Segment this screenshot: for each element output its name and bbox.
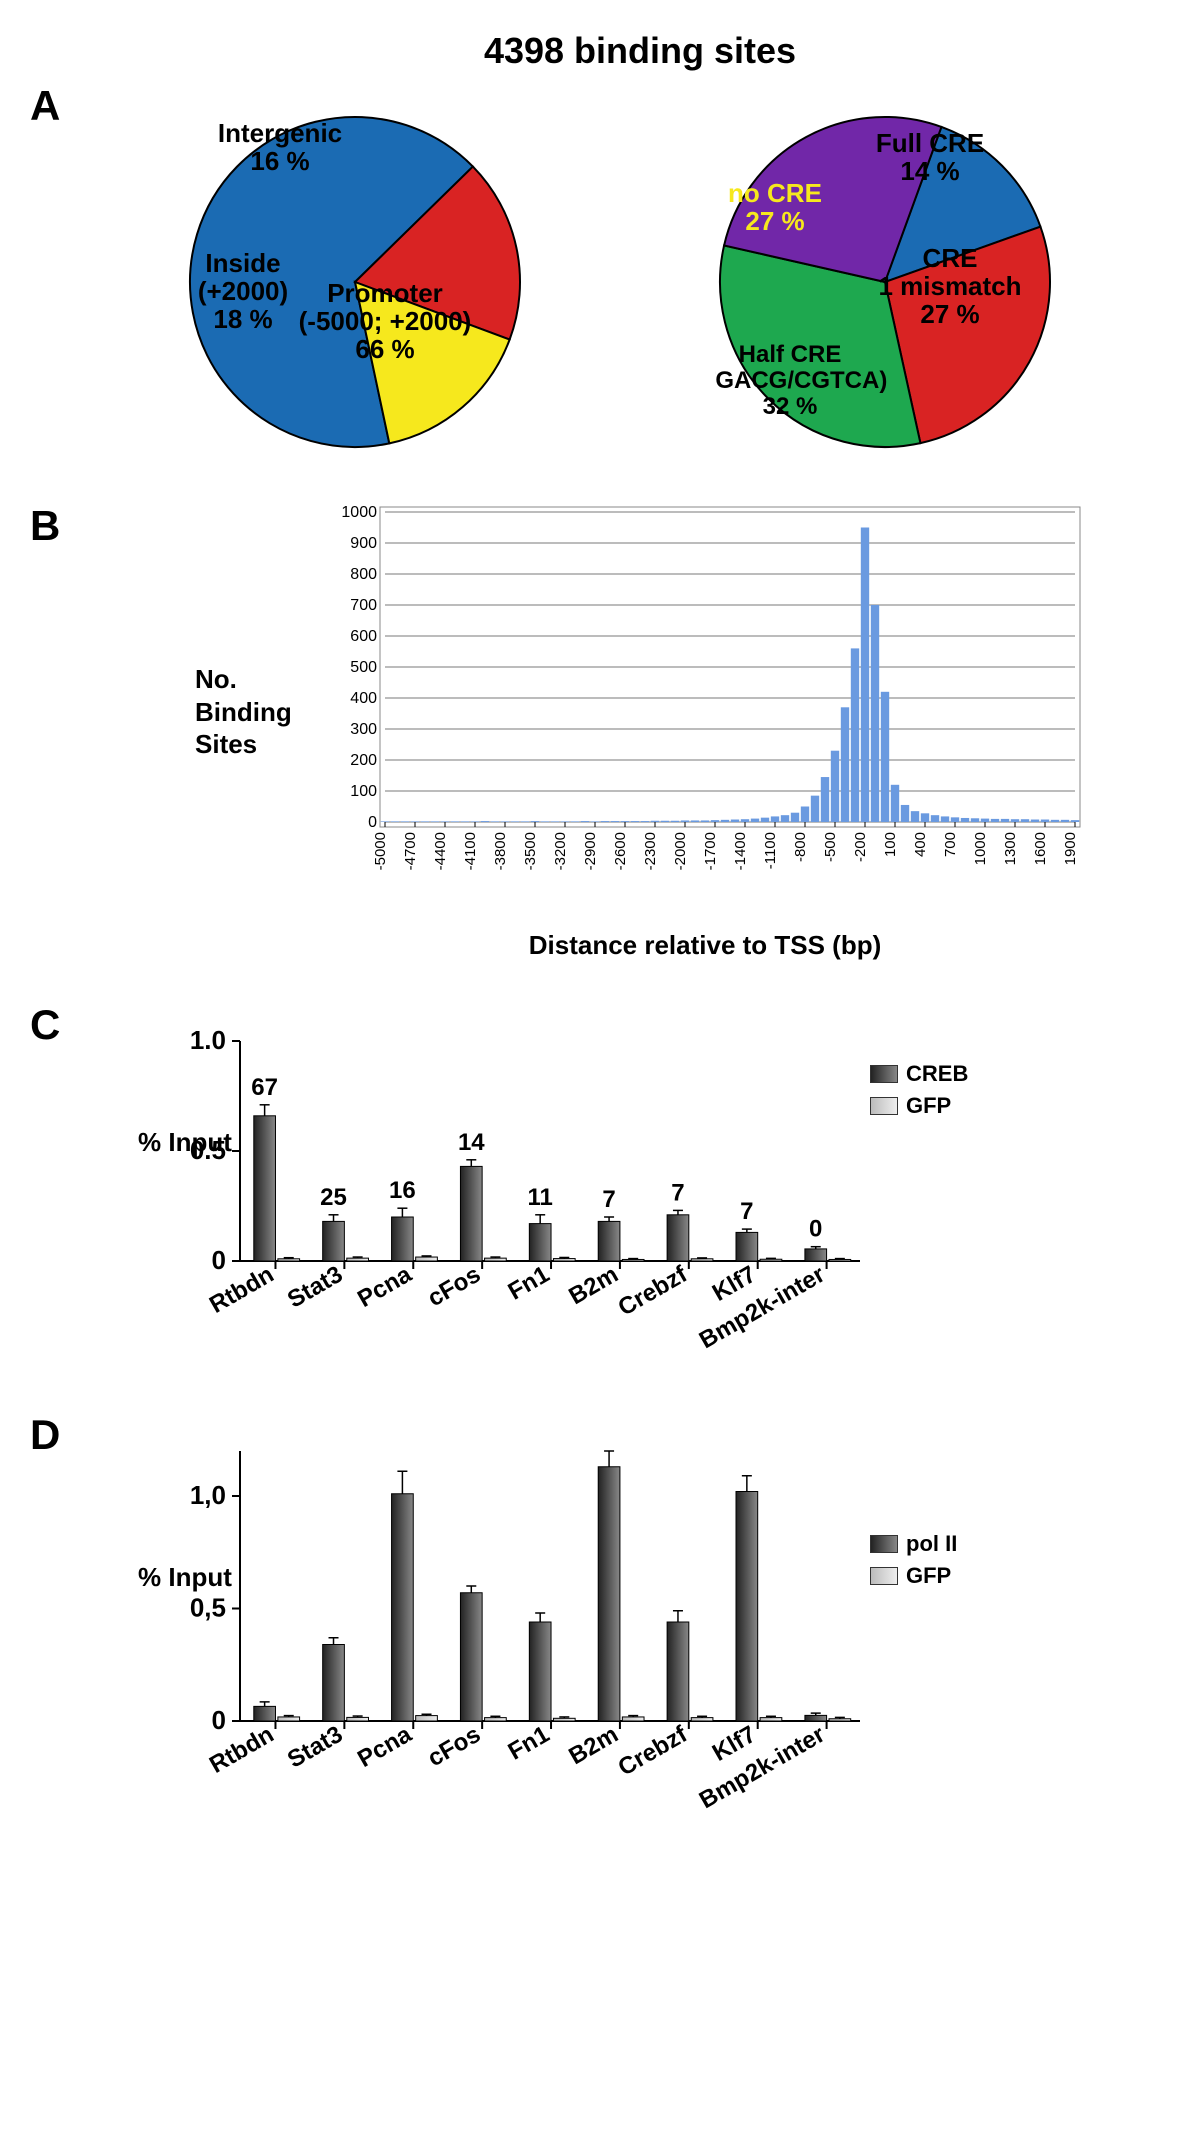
svg-text:600: 600: [350, 628, 377, 645]
svg-text:16: 16: [389, 1177, 416, 1204]
svg-text:1.0: 1.0: [190, 1025, 226, 1055]
svg-text:-5000: -5000: [372, 832, 389, 870]
pie-chart-cre: Full CRE14 %CRE1 mismatch27 %Half CRE(TG…: [715, 112, 1095, 452]
svg-text:0,5: 0,5: [190, 1593, 226, 1623]
svg-text:B2m: B2m: [564, 1721, 623, 1770]
svg-text:700: 700: [942, 832, 959, 857]
panel-label-a: A: [30, 82, 110, 492]
svg-text:Crebzf: Crebzf: [614, 1260, 693, 1321]
svg-text:Inside: Inside: [205, 248, 280, 278]
svg-text:1,0: 1,0: [190, 1480, 226, 1510]
svg-text:700: 700: [350, 597, 377, 614]
svg-text:-800: -800: [792, 832, 809, 862]
panel-b-ylabel: No.BindingSites: [195, 663, 325, 761]
svg-text:7: 7: [602, 1186, 615, 1213]
polii-bar-chart: 00,51,0% InputRtbdnStat3PcnacFosFn1B2mCr…: [110, 1411, 870, 1841]
main-title: 4398 binding sites: [110, 30, 1170, 72]
svg-text:67: 67: [251, 1074, 278, 1101]
svg-text:-3500: -3500: [522, 832, 539, 870]
svg-text:-1700: -1700: [702, 832, 719, 870]
svg-text:32 %: 32 %: [763, 393, 818, 420]
svg-text:(-5000; +2000): (-5000; +2000): [299, 306, 472, 336]
svg-text:-4700: -4700: [402, 832, 419, 870]
svg-text:Promoter: Promoter: [327, 278, 443, 308]
svg-text:400: 400: [350, 690, 377, 707]
pie-chart-locations: Promoter(-5000; +2000)66 %Inside(+2000)1…: [185, 112, 565, 452]
svg-text:1600: 1600: [1032, 832, 1049, 865]
svg-text:B2m: B2m: [564, 1261, 623, 1310]
svg-text:no CRE: no CRE: [728, 178, 822, 208]
svg-text:Half CRE: Half CRE: [739, 341, 842, 368]
panel-b-xlabel: Distance relative to TSS (bp): [529, 930, 882, 961]
legend-d: pol IIGFP: [870, 1531, 957, 1589]
svg-text:cFos: cFos: [423, 1721, 485, 1772]
panel-label-d: D: [30, 1411, 110, 1841]
svg-text:18 %: 18 %: [213, 304, 272, 334]
svg-text:-200: -200: [852, 832, 869, 862]
svg-text:1000: 1000: [972, 832, 989, 865]
svg-text:100: 100: [882, 832, 899, 857]
svg-text:Intergenic: Intergenic: [218, 118, 342, 148]
svg-text:500: 500: [350, 659, 377, 676]
svg-text:-2300: -2300: [642, 832, 659, 870]
svg-text:14: 14: [458, 1129, 485, 1156]
svg-text:1 mismatch: 1 mismatch: [878, 271, 1021, 301]
svg-text:-2600: -2600: [612, 832, 629, 870]
svg-text:Pcna: Pcna: [353, 1260, 417, 1312]
svg-text:Stat3: Stat3: [283, 1721, 347, 1774]
svg-text:900: 900: [350, 535, 377, 552]
svg-text:0: 0: [809, 1216, 822, 1243]
svg-text:1900: 1900: [1062, 832, 1079, 865]
svg-text:1000: 1000: [341, 504, 377, 521]
svg-text:-4400: -4400: [432, 832, 449, 870]
svg-text:% Input: % Input: [138, 1127, 232, 1157]
svg-text:Fn1: Fn1: [504, 1261, 554, 1306]
svg-text:Bmp2k-inter: Bmp2k-inter: [695, 1721, 830, 1814]
panel-label-c: C: [30, 1001, 110, 1381]
svg-text:Fn1: Fn1: [504, 1721, 554, 1766]
svg-text:800: 800: [350, 566, 377, 583]
svg-text:25: 25: [320, 1184, 347, 1211]
svg-text:0: 0: [368, 814, 377, 831]
svg-text:-3800: -3800: [492, 832, 509, 870]
svg-text:-2000: -2000: [672, 832, 689, 870]
svg-text:Stat3: Stat3: [283, 1261, 347, 1314]
svg-text:-3200: -3200: [552, 832, 569, 870]
svg-text:27 %: 27 %: [920, 299, 979, 329]
svg-text:200: 200: [350, 752, 377, 769]
svg-text:7: 7: [740, 1198, 753, 1225]
svg-text:11: 11: [527, 1184, 552, 1211]
svg-text:Crebzf: Crebzf: [614, 1720, 693, 1781]
svg-text:CRE: CRE: [923, 243, 978, 273]
svg-text:0: 0: [212, 1705, 226, 1735]
svg-text:-500: -500: [822, 832, 839, 862]
legend-c: CREBGFP: [870, 1061, 968, 1119]
svg-text:-2900: -2900: [582, 832, 599, 870]
svg-text:(TGACG/CGTCA): (TGACG/CGTCA): [715, 367, 887, 394]
svg-text:66 %: 66 %: [355, 334, 414, 364]
svg-text:27 %: 27 %: [745, 206, 804, 236]
svg-text:-1100: -1100: [762, 832, 779, 869]
svg-text:Pcna: Pcna: [353, 1720, 417, 1772]
svg-text:% Input: % Input: [138, 1562, 232, 1592]
svg-text:cFos: cFos: [423, 1261, 485, 1312]
svg-text:Full CRE: Full CRE: [876, 128, 984, 158]
svg-text:-1400: -1400: [732, 832, 749, 870]
svg-text:-4100: -4100: [462, 832, 479, 870]
svg-text:7: 7: [671, 1179, 684, 1206]
svg-text:14 %: 14 %: [900, 156, 959, 186]
svg-text:1300: 1300: [1002, 832, 1019, 865]
creb-bar-chart: 00.51.0% InputRtbdn67Stat325Pcna16cFos14…: [110, 1001, 870, 1381]
svg-text:(+2000): (+2000): [198, 276, 288, 306]
binding-sites-histogram: 0 100 200 300 400 500 600 700 800 900 1000 -5000 -47…: [325, 502, 1085, 922]
svg-text:16 %: 16 %: [250, 146, 309, 176]
svg-text:0: 0: [212, 1245, 226, 1275]
svg-text:100: 100: [350, 783, 377, 800]
svg-text:Bmp2k-inter: Bmp2k-inter: [695, 1261, 830, 1354]
panel-label-b: B: [30, 502, 110, 961]
svg-text:300: 300: [350, 721, 377, 738]
svg-text:400: 400: [912, 832, 929, 857]
